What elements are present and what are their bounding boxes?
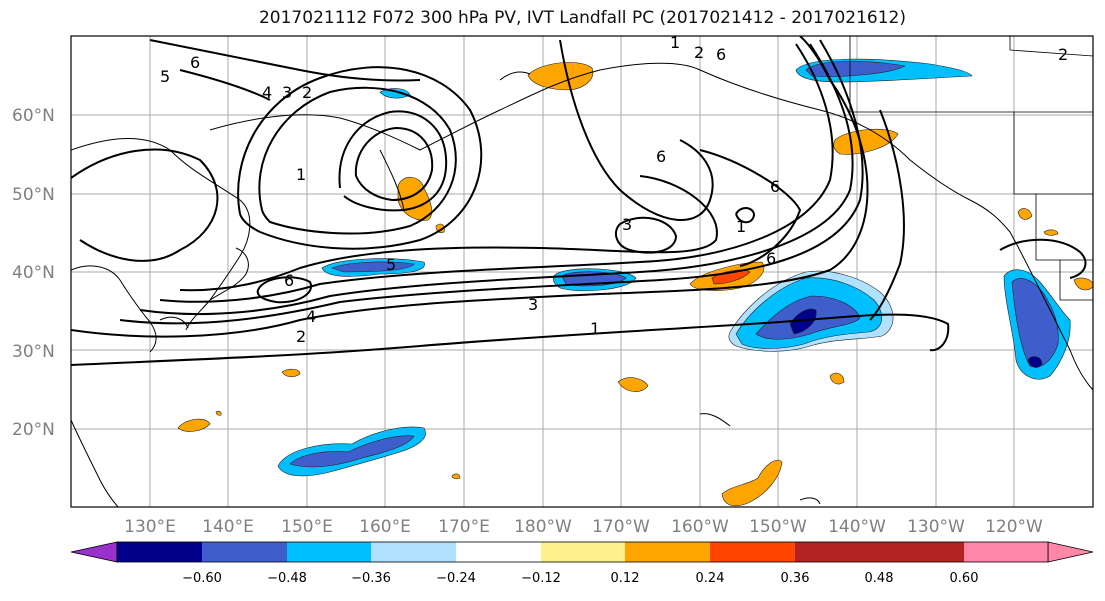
contour-label: 3 [622,215,632,234]
colorbar-segment [710,542,795,562]
lon-label: 160°E [359,517,411,537]
lon-label: 150°E [281,517,333,537]
lat-label: 50°N [12,185,55,205]
contour-label: 1 [590,319,600,338]
colorbar-frame [116,541,1049,563]
contour-label: 2 [302,83,312,102]
colorbar-tick: 0.12 [611,571,640,586]
contour-label: 3 [528,295,538,314]
colorbar-segment [117,542,202,562]
lat-label: 40°N [12,263,55,283]
lon-label: 140°E [202,517,254,537]
lon-label: 130°W [907,517,965,537]
colorbar-tick: −0.60 [182,571,222,586]
colorbar-tick: 0.36 [781,571,810,586]
lon-label: 170°E [438,517,490,537]
contour-label: 4 [306,307,316,326]
borders [849,36,1093,301]
map-frame [70,35,1094,508]
colorbar-tick: 0.60 [950,571,979,586]
colorbar-segment [879,542,964,562]
contour-label: 2 [1058,45,1068,64]
contour-label: 2 [296,327,306,346]
contour-label: 1 [296,165,306,184]
contour-label: 5 [386,255,396,274]
contour-label: 4 [262,83,272,102]
lon-label: 160°W [671,517,729,537]
lon-label: 130°E [124,517,176,537]
contour-label: 3 [282,83,292,102]
contour-label: 6 [766,249,776,268]
colorbar-extend-max [1047,541,1094,563]
colorbar-tick: 0.24 [696,571,725,586]
ivt-anomaly-fills [177,58,1093,507]
pv-contours [71,36,1087,366]
colorbar-segment [625,542,710,562]
colorbar-segment [287,542,371,562]
colorbar-tick: −0.48 [267,571,307,586]
contour-label: 6 [716,45,726,64]
lon-label: 140°W [828,517,886,537]
latitude-labels: 20°N 30°N 40°N 50°N 60°N [12,106,55,440]
lon-label: 150°W [749,517,807,537]
lon-label: 170°W [592,517,650,537]
map-title: 2017021112 F072 300 hPa PV, IVT Landfall… [258,8,906,28]
lat-label: 20°N [12,420,55,440]
colorbar-tick: −0.24 [436,571,476,586]
lat-label: 60°N [12,106,55,126]
colorbar-extend-min [70,541,118,563]
coastlines [71,62,1093,507]
lon-label: 180°W [514,517,572,537]
contour-label: 6 [770,177,780,196]
contour-label: 1 [670,33,680,52]
colorbar-tick: −0.36 [351,571,391,586]
colorbar-tick: −0.12 [521,571,561,586]
lat-label: 30°N [12,342,55,362]
colorbar-segment [964,542,1048,562]
colorbar-segment [541,542,625,562]
longitude-labels: 130°E 140°E 150°E 160°E 170°E 180°W 170°… [124,517,1043,537]
contour-labels: 6 5 4 3 2 1 6 5 3 6 6 4 2 1 3 6 1 1 2 6 … [160,33,1068,346]
colorbar-segment [456,542,541,562]
colorbar-segment [795,542,879,562]
contour-label: 6 [284,271,294,290]
contour-label: 6 [656,147,666,166]
contour-label: 2 [694,43,704,62]
colorbar-tick: 0.48 [865,571,894,586]
graticule [71,36,1093,507]
colorbar: −0.60 −0.48 −0.36 −0.24 −0.12 0.12 0.24 … [70,541,1094,586]
contour-label: 6 [190,53,200,72]
lon-label: 120°W [985,517,1043,537]
colorbar-segment [371,542,456,562]
contour-label: 5 [160,67,170,86]
contour-label: 1 [736,217,746,236]
colorbar-segment [202,542,287,562]
